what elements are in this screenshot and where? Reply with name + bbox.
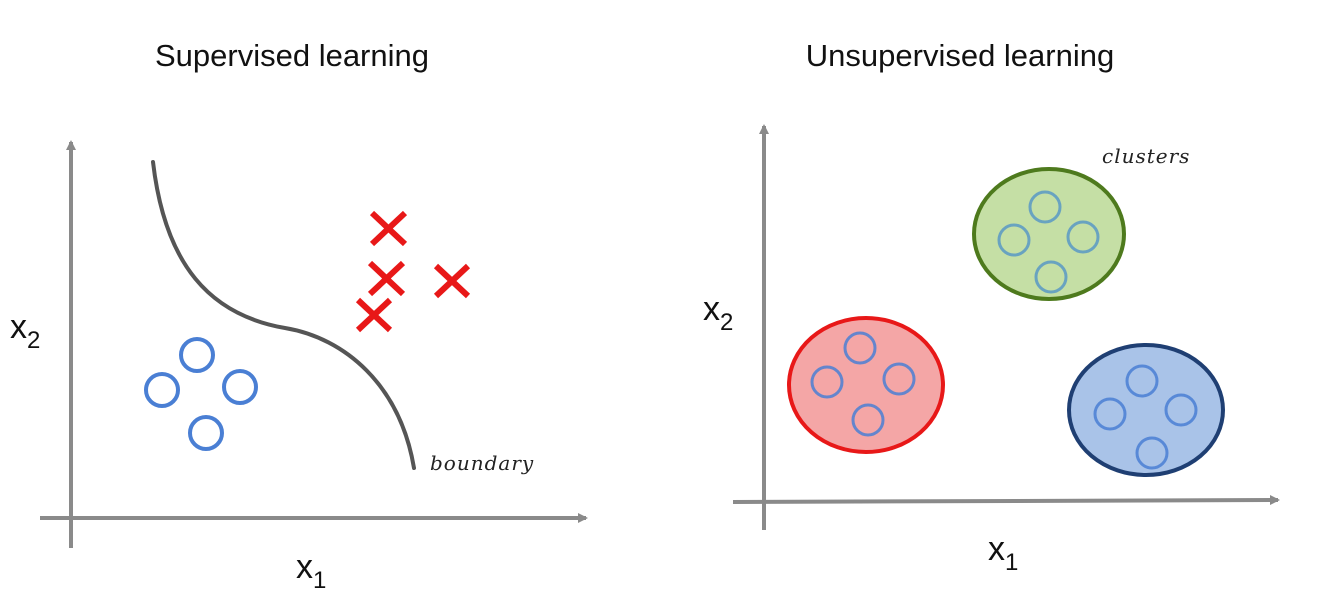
cluster-point [1066, 220, 1100, 254]
cluster-point [1093, 397, 1127, 431]
cross-marker [355, 297, 393, 333]
circle-marker [188, 415, 224, 451]
cluster-point [1135, 436, 1169, 470]
cluster-red [787, 316, 945, 454]
cluster-blue [1067, 343, 1225, 477]
decision-boundary [151, 160, 416, 470]
cluster-green [972, 167, 1126, 301]
circle-marker [222, 369, 258, 405]
cluster-point [1125, 364, 1159, 398]
cluster-point [1164, 393, 1198, 427]
cross-class-group [355, 210, 471, 333]
circle-class-group [144, 337, 258, 451]
cluster-point [997, 223, 1031, 257]
clusters-annotation: clusters [1102, 144, 1190, 168]
cluster-point [1034, 260, 1068, 294]
unsupervised-panel: Unsupervised learning x2 x1 clusters [703, 38, 1280, 576]
supervised-title: Supervised learning [155, 38, 429, 73]
cluster-point [882, 362, 916, 396]
cluster-point [851, 403, 885, 437]
supervised-panel: Supervised learning x2 x1 boundary [10, 38, 588, 594]
circle-marker [179, 337, 215, 373]
cross-marker [369, 210, 408, 247]
supervised-y-label: x2 [10, 308, 40, 354]
unsupervised-title: Unsupervised learning [806, 38, 1114, 73]
unsupervised-y-label: x2 [703, 290, 733, 336]
unsupervised-x-label: x1 [988, 530, 1018, 576]
unsupervised-x-axis [732, 495, 1280, 506]
cross-marker [433, 263, 471, 299]
cross-marker [367, 260, 406, 297]
circle-marker [144, 372, 180, 408]
cluster-point [810, 365, 844, 399]
supervised-x-label: x1 [296, 548, 326, 594]
cluster-point [1028, 190, 1062, 224]
boundary-annotation: boundary [430, 451, 534, 475]
cluster-point [843, 331, 877, 365]
